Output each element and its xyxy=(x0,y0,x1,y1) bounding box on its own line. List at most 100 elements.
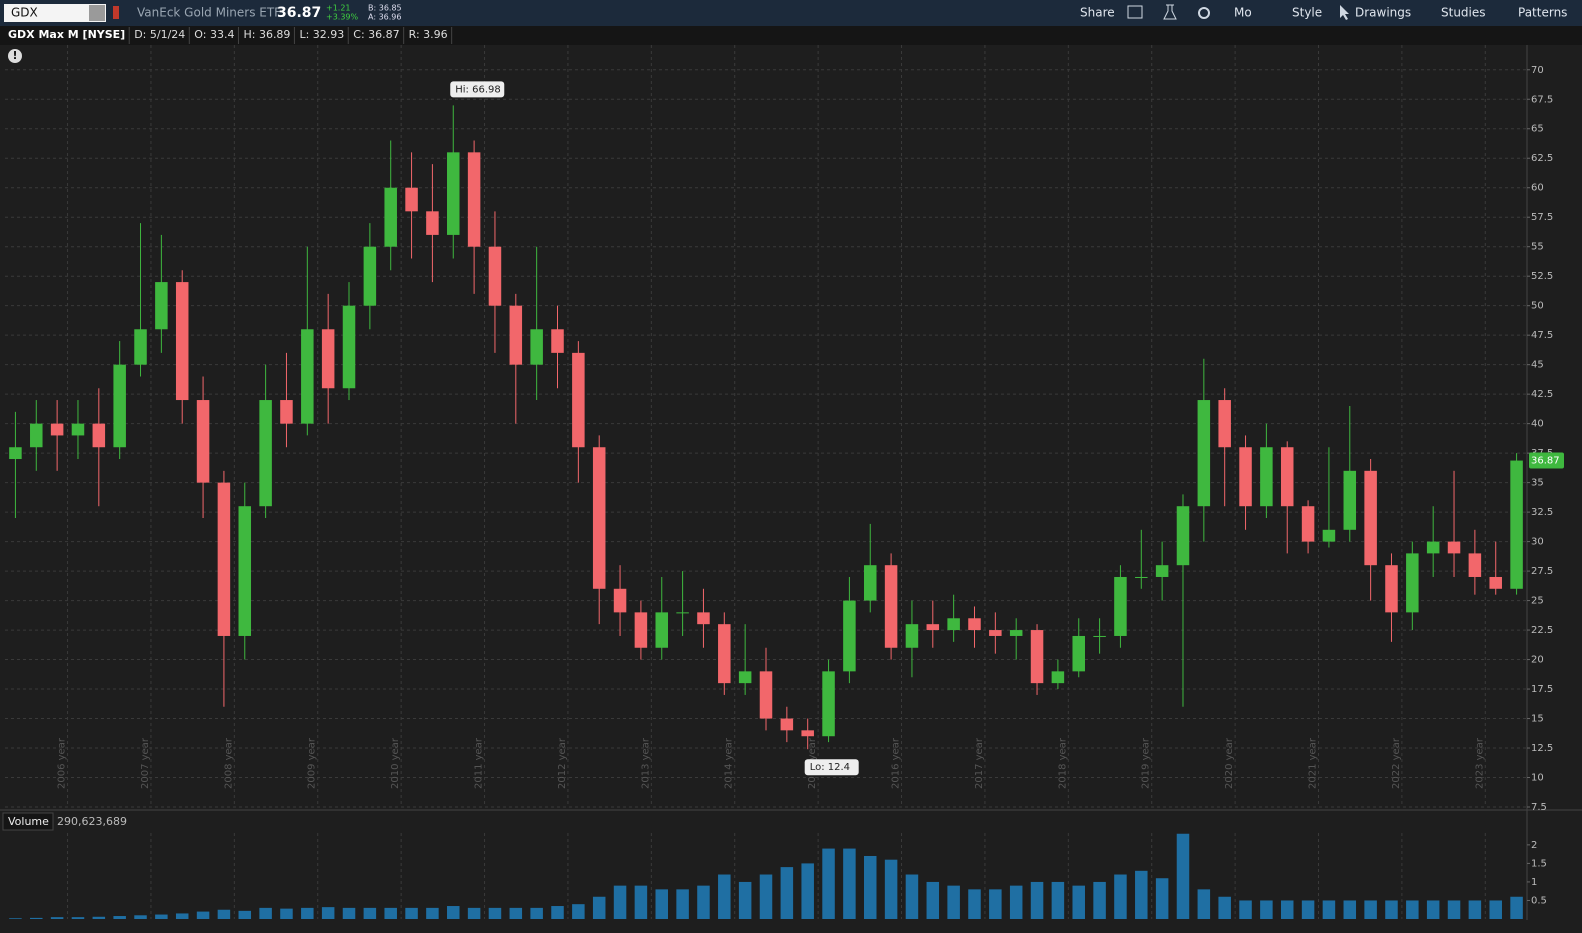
candle-body xyxy=(1385,565,1398,613)
volume-bar xyxy=(697,885,710,919)
candle-body xyxy=(71,423,85,436)
last-price: 36.87 xyxy=(277,5,321,21)
volume-bar xyxy=(1051,881,1065,919)
candle-body xyxy=(1426,541,1440,554)
candle-body xyxy=(738,671,752,684)
candle-body xyxy=(321,329,335,389)
volume-bar xyxy=(405,907,418,919)
info-item: R: 3.96 xyxy=(409,28,448,41)
volume-bar xyxy=(509,907,523,919)
aggregation-button[interactable]: Mo xyxy=(1234,6,1252,20)
volume-bar xyxy=(155,914,168,919)
volume-bar xyxy=(1343,900,1357,919)
candle-body xyxy=(530,329,543,365)
candle-body xyxy=(822,671,835,737)
volume-bar xyxy=(1009,885,1023,919)
cursor-icon xyxy=(1340,5,1349,20)
volume-bar xyxy=(592,896,606,919)
candle-body xyxy=(50,423,64,436)
y-tick-label: 57.5 xyxy=(1531,212,1553,223)
volume-bar xyxy=(968,889,981,919)
candle-body xyxy=(1155,565,1169,577)
y-tick-label: 12.5 xyxy=(1531,743,1553,754)
volume-bar xyxy=(1218,896,1231,919)
candle-body xyxy=(1051,671,1065,684)
y-tick-label: 32.5 xyxy=(1531,507,1553,518)
candle-body xyxy=(155,282,168,330)
volume-bar xyxy=(738,881,752,919)
candle-body xyxy=(843,600,856,672)
volume-bar xyxy=(1510,896,1523,919)
volume-bar xyxy=(30,917,43,919)
candle-body xyxy=(1218,400,1231,448)
y-tick-label: 15 xyxy=(1531,714,1544,725)
change: +1.21 xyxy=(326,4,351,13)
studies-button[interactable]: Studies xyxy=(1441,6,1486,20)
drawings-button[interactable]: Drawings xyxy=(1355,6,1411,20)
volume-bar xyxy=(238,910,252,919)
volume-bar xyxy=(863,855,877,919)
info-item: H: 36.89 xyxy=(243,28,290,41)
volume-bar xyxy=(1301,900,1315,919)
y-tick-label: 2 xyxy=(1531,840,1537,851)
share-button[interactable]: Share xyxy=(1080,6,1115,20)
toolbar xyxy=(0,0,1582,26)
x-tick-label: 2008 year xyxy=(223,737,234,789)
y-tick-label: 62.5 xyxy=(1531,153,1553,164)
candle-body xyxy=(592,447,606,589)
volume-bar xyxy=(634,885,648,919)
patterns-button[interactable]: Patterns xyxy=(1518,6,1567,20)
description: VanEck Gold Miners ETF xyxy=(137,6,281,20)
candle-body xyxy=(30,423,43,448)
candle-body xyxy=(634,612,648,648)
candle-body xyxy=(655,612,669,648)
y-tick-label: 10 xyxy=(1531,773,1544,784)
x-tick-label: 2011 year xyxy=(474,737,485,789)
info-item: D: 5/1/24 xyxy=(134,28,185,41)
volume-bar xyxy=(572,904,585,919)
volume-bar xyxy=(1072,885,1085,919)
volume-title-box xyxy=(2,812,54,831)
y-tick-label: 20 xyxy=(1531,655,1544,666)
volume-bar xyxy=(1406,900,1419,919)
symbol-box[interactable] xyxy=(4,4,106,22)
volume-bar xyxy=(884,859,898,919)
y-tick-label: 22.5 xyxy=(1531,625,1553,636)
style-button[interactable]: Style xyxy=(1292,6,1322,20)
volume-bar xyxy=(1426,900,1440,919)
settings-button[interactable] xyxy=(1198,7,1210,19)
symbol-dropdown[interactable] xyxy=(89,5,105,21)
flask-button[interactable] xyxy=(1163,4,1177,20)
candle-body xyxy=(1239,447,1252,507)
volume-bar xyxy=(801,863,814,919)
alert-icon xyxy=(8,49,22,63)
icon-button[interactable] xyxy=(1127,5,1143,19)
volume-bar xyxy=(342,907,356,919)
x-tick-label: 2018 year xyxy=(1057,737,1068,789)
symbol[interactable]: GDX xyxy=(11,6,38,20)
y-tick-label: 7.5 xyxy=(1531,802,1547,813)
candle-body xyxy=(447,152,460,235)
bid: B: 36.85 xyxy=(368,4,402,13)
x-tick-label: 2019 year xyxy=(1141,737,1152,789)
volume-bar xyxy=(1135,870,1148,919)
volume-bar xyxy=(780,867,794,919)
volume-bar xyxy=(426,907,439,919)
candle-body xyxy=(1197,400,1211,507)
info-item: GDX Max M [NYSE] xyxy=(8,28,125,41)
volume-bar xyxy=(217,909,231,919)
volume-title: Volume xyxy=(8,815,49,828)
candle-body xyxy=(884,565,898,648)
volume-bar xyxy=(92,916,106,919)
y-tick-label: 0.5 xyxy=(1531,895,1547,906)
volume-bar xyxy=(259,907,272,919)
candle-body xyxy=(1343,470,1357,530)
candle-body xyxy=(1030,630,1044,684)
candle-body xyxy=(1072,635,1085,672)
volume-bar xyxy=(1030,881,1044,919)
volume-bar xyxy=(926,881,940,919)
x-tick-label: 2016 year xyxy=(891,737,902,789)
volume-bar xyxy=(947,885,960,919)
info-item: O: 33.4 xyxy=(194,28,234,41)
